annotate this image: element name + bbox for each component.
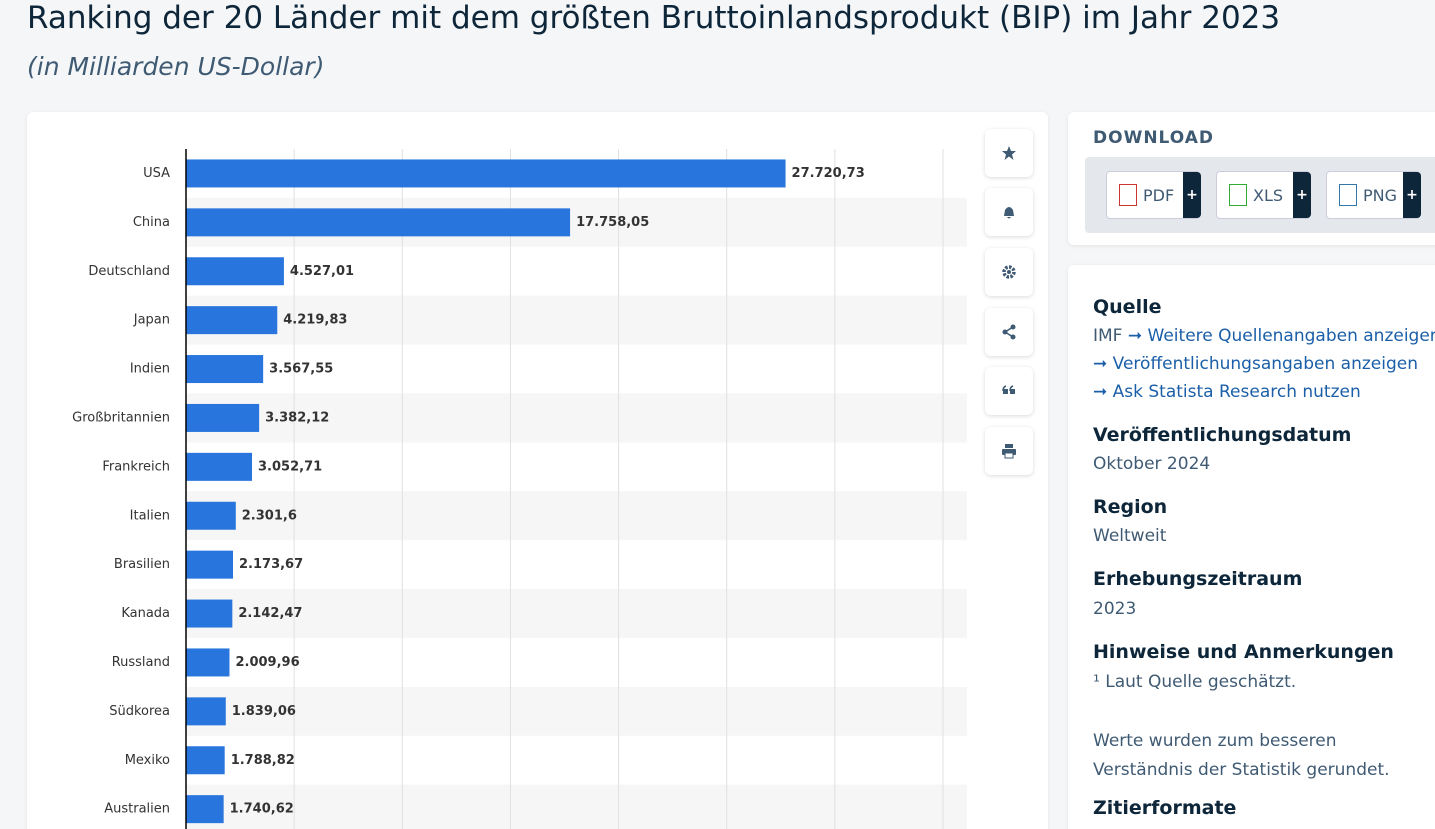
- download-png[interactable]: PNG +: [1326, 171, 1421, 219]
- y-tick-label: Indien: [130, 362, 170, 377]
- y-tick-label: Italien: [130, 508, 170, 523]
- arrow: ➞: [1093, 382, 1113, 402]
- value-label: 1.740,62: [230, 802, 294, 817]
- y-tick-label: Mexiko: [125, 753, 170, 768]
- bar: [186, 648, 230, 677]
- bar: [186, 795, 224, 824]
- section-text: Oktober 2024: [1093, 454, 1211, 474]
- button-label: XLS: [1253, 185, 1284, 205]
- y-tick-label: Japan: [133, 313, 170, 328]
- y-tick-label: Russland: [112, 655, 170, 670]
- link[interactable]: Veröffentlichungsangaben anzeigen: [1112, 354, 1418, 374]
- bar: [186, 746, 225, 775]
- bar: [186, 501, 236, 530]
- star-icon: [1002, 146, 1016, 160]
- value-label: 3.567,55: [269, 362, 333, 377]
- cite-button[interactable]: [985, 367, 1033, 415]
- value-label: 2.009,96: [235, 655, 299, 670]
- row-stripe: [186, 686, 967, 736]
- xls-icon: [1229, 184, 1247, 206]
- section-text: ¹ Laut Quelle geschätzt.: [1093, 672, 1297, 692]
- y-tick-label: China: [133, 215, 170, 230]
- print-icon: [1002, 444, 1016, 459]
- value-label: 17.758,05: [576, 215, 649, 230]
- download-xls[interactable]: XLS +: [1216, 171, 1311, 219]
- value-label: 3.382,12: [265, 410, 329, 425]
- link[interactable]: Ask Statista Research nutzen: [1112, 382, 1361, 402]
- section-heading: Erhebungszeitraum: [1093, 568, 1303, 590]
- plus: +: [1403, 172, 1421, 218]
- bar: [186, 550, 234, 579]
- link[interactable]: Weitere Quellenangaben anzeigen: [1147, 326, 1435, 346]
- y-tick-label: Südkorea: [109, 704, 170, 719]
- value-label: 2.301,6: [242, 508, 297, 523]
- bar: [186, 697, 226, 726]
- section-heading: Quelle: [1093, 296, 1162, 318]
- print-button[interactable]: [985, 427, 1033, 475]
- row-stripe: [186, 784, 967, 829]
- bar: [186, 452, 253, 481]
- section-heading: Region: [1093, 496, 1168, 518]
- arrow: ➞: [1122, 326, 1148, 346]
- source: IMF: [1093, 326, 1123, 346]
- value-label: 4.527,01: [290, 264, 354, 279]
- plus: +: [1183, 172, 1201, 218]
- bar: [186, 159, 786, 188]
- y-tick-label: Deutschland: [88, 264, 170, 279]
- share-icon: [1002, 324, 1016, 340]
- section-text: 2023: [1093, 599, 1137, 619]
- page-title: Ranking der 20 Länder mit dem größten Br…: [27, 0, 1281, 36]
- y-tick-label: USA: [143, 166, 170, 181]
- quote-icon: [1002, 385, 1015, 394]
- note: Werte wurden zum besseren Verständnis de…: [1093, 731, 1390, 780]
- y-tick-label: Australien: [104, 802, 170, 817]
- download-pdf[interactable]: PDF +: [1106, 171, 1201, 219]
- chart: USA 27.720,73 China 17.758,05 Deutschland 4.5…: [72, 149, 967, 829]
- value-label: 3.052,71: [258, 459, 322, 474]
- value-label: 2.173,67: [239, 557, 303, 572]
- y-tick-label: Brasilien: [114, 557, 170, 572]
- info-card: [1068, 265, 1435, 829]
- bar: [186, 403, 260, 432]
- y-tick-label: Frankreich: [102, 459, 170, 474]
- bar: [186, 257, 284, 286]
- section-heading: Zitierformate: [1093, 797, 1237, 819]
- section-heading: Veröffentlichungsdatum: [1093, 424, 1352, 446]
- button-label: PDF: [1143, 185, 1175, 205]
- row-stripe: [186, 295, 967, 345]
- plus: +: [1293, 172, 1311, 218]
- download-title: DOWNLOAD: [1093, 128, 1215, 148]
- y-tick-label: Kanada: [121, 606, 170, 621]
- value-label: 2.142,47: [238, 606, 302, 621]
- bell-icon: [1004, 207, 1014, 219]
- gear-icon: [1002, 265, 1016, 279]
- pdf-icon: [1119, 184, 1137, 206]
- page-subtitle: (in Milliarden US-Dollar): [27, 52, 325, 81]
- bar: [186, 208, 571, 237]
- value-label: 4.219,83: [283, 313, 347, 328]
- row-stripe: [186, 589, 967, 638]
- favorite-button[interactable]: [985, 129, 1033, 177]
- bar: [186, 599, 233, 628]
- button-label: PNG: [1363, 185, 1398, 205]
- section-heading: Hinweise und Anmerkungen: [1093, 641, 1394, 663]
- value-label: 1.839,06: [232, 704, 296, 719]
- share-button[interactable]: [985, 308, 1033, 356]
- notify-button[interactable]: [985, 188, 1033, 236]
- row-stripe: [186, 491, 967, 541]
- value-label: 1.788,82: [231, 753, 295, 768]
- value-label: 27.720,73: [792, 166, 865, 181]
- y-tick-label: Großbritannien: [72, 410, 170, 425]
- png-icon: [1339, 184, 1357, 206]
- row-stripe: [186, 393, 967, 443]
- bar: [186, 306, 278, 335]
- section-text: Weltweit: [1093, 526, 1167, 546]
- arrow: ➞: [1093, 354, 1113, 374]
- settings-button[interactable]: [985, 248, 1033, 296]
- bar: [186, 355, 264, 384]
